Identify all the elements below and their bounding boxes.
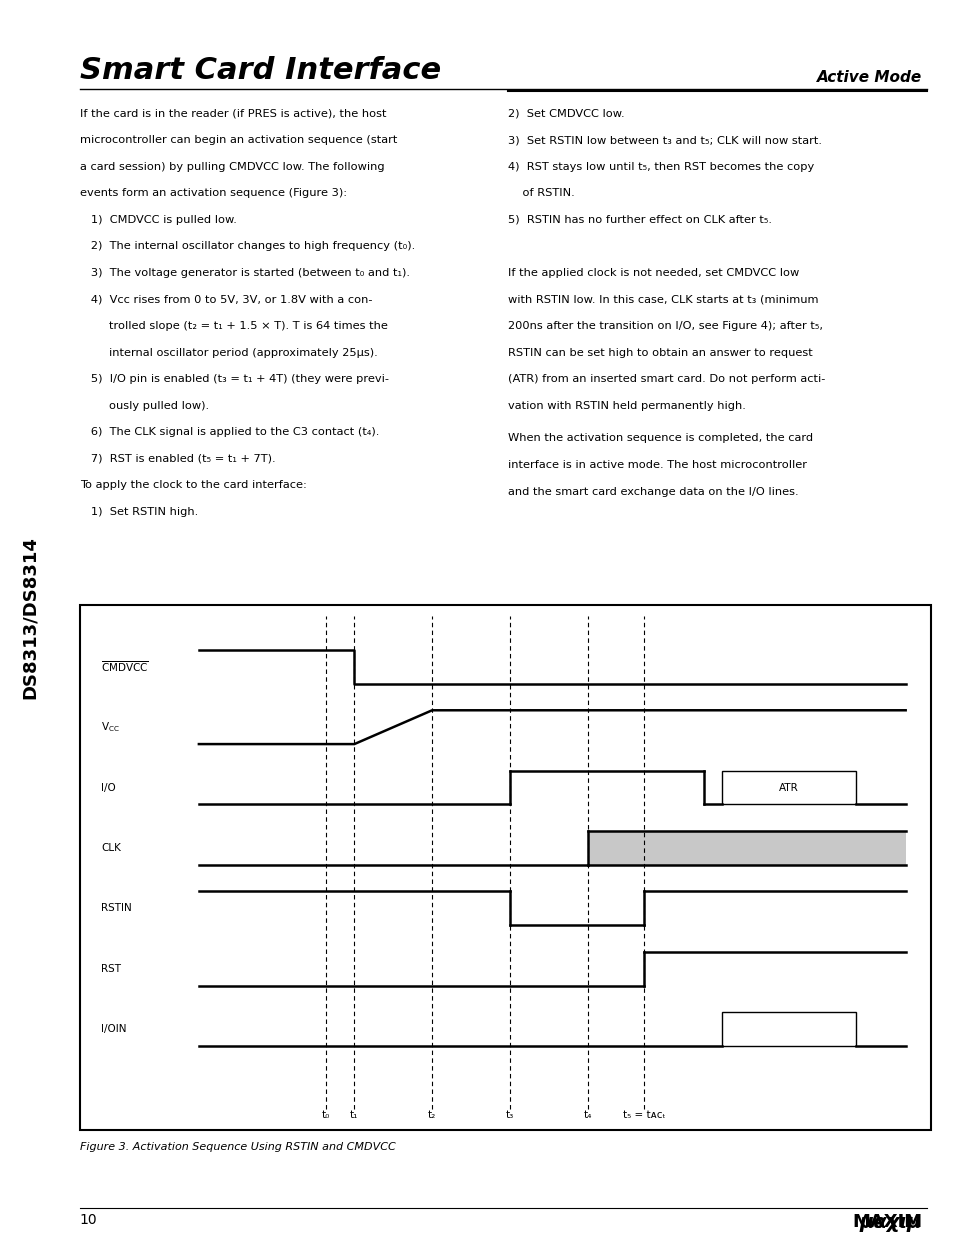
Text: and the smart card exchange data on the I/O lines.: and the smart card exchange data on the … (507, 487, 798, 496)
Text: trolled slope (t₂ = t₁ + 1.5 × T). T is 64 times the: trolled slope (t₂ = t₁ + 1.5 × T). T is … (79, 321, 387, 331)
Text: 5)  I/O pin is enabled (t₃ = t₁ + 4T) (they were previ-: 5) I/O pin is enabled (t₃ = t₁ + 4T) (th… (79, 374, 388, 384)
Text: t₂: t₂ (428, 1109, 436, 1119)
Text: $\overline{\mathrm{CMDVCC}}$: $\overline{\mathrm{CMDVCC}}$ (101, 659, 149, 674)
Text: If the card is in the reader (if PRES is active), the host: If the card is in the reader (if PRES is… (79, 109, 386, 119)
Text: I/O: I/O (101, 783, 115, 793)
Text: 2)  The internal oscillator changes to high frequency (t₀).: 2) The internal oscillator changes to hi… (79, 242, 415, 252)
Text: Smart Card Interface: Smart Card Interface (79, 56, 440, 84)
Text: 1)  Set RSTIN high.: 1) Set RSTIN high. (79, 506, 197, 517)
Text: Figure 3. Activation Sequence Using RSTIN and CMDVCC: Figure 3. Activation Sequence Using RSTI… (79, 1142, 395, 1152)
Text: When the activation sequence is completed, the card: When the activation sequence is complete… (507, 433, 812, 443)
Text: t₁: t₁ (350, 1109, 358, 1119)
Text: t₄: t₄ (583, 1109, 591, 1119)
Text: t₀: t₀ (321, 1109, 330, 1119)
Text: internal oscillator period (approximately 25μs).: internal oscillator period (approximatel… (79, 348, 377, 358)
Text: RST: RST (101, 963, 121, 973)
Text: interface is in active mode. The host microcontroller: interface is in active mode. The host mi… (507, 459, 806, 471)
Text: 4)  RST stays low until t₅, then RST becomes the copy: 4) RST stays low until t₅, then RST beco… (507, 162, 813, 172)
Text: μαχιμ: μαχιμ (859, 1213, 922, 1231)
Text: MAXIM: MAXIM (851, 1213, 922, 1231)
Text: To apply the clock to the card interface:: To apply the clock to the card interface… (79, 480, 306, 490)
Text: $\mathrm{V_{CC}}$: $\mathrm{V_{CC}}$ (101, 720, 120, 734)
Text: t₃: t₃ (505, 1109, 514, 1119)
Text: 6)  The CLK signal is applied to the C3 contact (t₄).: 6) The CLK signal is applied to the C3 c… (79, 427, 378, 437)
Text: a card session) by pulling CMDVCC low. The following: a card session) by pulling CMDVCC low. T… (79, 162, 384, 172)
Text: 4)  Vᴄᴄ rises from 0 to 5V, 3V, or 1.8V with a con-: 4) Vᴄᴄ rises from 0 to 5V, 3V, or 1.8V w… (79, 294, 372, 305)
Text: events form an activation sequence (Figure 3):: events form an activation sequence (Figu… (79, 188, 347, 199)
Text: 2)  Set CMDVCC low.: 2) Set CMDVCC low. (507, 109, 623, 119)
Text: t₅ = tᴀᴄₜ: t₅ = tᴀᴄₜ (622, 1109, 665, 1119)
Bar (721, 771, 855, 804)
Text: with RSTIN low. In this case, CLK starts at t₃ (minimum: with RSTIN low. In this case, CLK starts… (507, 294, 818, 305)
Text: 3)  The voltage generator is started (between t₀ and t₁).: 3) The voltage generator is started (bet… (79, 268, 409, 278)
Text: RSTIN can be set high to obtain an answer to request: RSTIN can be set high to obtain an answe… (507, 348, 812, 358)
Text: ATR: ATR (779, 783, 798, 793)
Text: If the applied clock is not needed, set CMDVCC low: If the applied clock is not needed, set … (507, 268, 798, 278)
Text: 1)  CMDVCC is pulled low.: 1) CMDVCC is pulled low. (79, 215, 236, 225)
Text: of RSTIN.: of RSTIN. (507, 188, 574, 199)
Text: RSTIN: RSTIN (101, 903, 132, 913)
Text: I/OIN: I/OIN (101, 1024, 127, 1034)
Text: ously pulled low).: ously pulled low). (79, 401, 209, 411)
Text: microcontroller can begin an activation sequence (start: microcontroller can begin an activation … (79, 135, 396, 146)
Text: 5)  RSTIN has no further effect on CLK after t₅.: 5) RSTIN has no further effect on CLK af… (507, 215, 771, 225)
Text: 7)  RST is enabled (t₅ = t₁ + 7T).: 7) RST is enabled (t₅ = t₁ + 7T). (79, 453, 275, 464)
Text: DS8313/DS8314: DS8313/DS8314 (21, 536, 38, 699)
Text: (ATR) from an inserted smart card. Do not perform acti-: (ATR) from an inserted smart card. Do no… (507, 374, 824, 384)
Text: 200ns after the transition on I/O, see Figure 4); after t₅,: 200ns after the transition on I/O, see F… (507, 321, 821, 331)
Text: 10: 10 (79, 1213, 97, 1226)
Bar (587, 831, 904, 864)
Bar (721, 1013, 855, 1046)
Text: vation with RSTIN held permanently high.: vation with RSTIN held permanently high. (507, 401, 744, 411)
Text: CLK: CLK (101, 844, 121, 853)
Text: Active Mode: Active Mode (817, 70, 922, 85)
Text: 3)  Set RSTIN low between t₃ and t₅; CLK will now start.: 3) Set RSTIN low between t₃ and t₅; CLK … (507, 135, 821, 146)
